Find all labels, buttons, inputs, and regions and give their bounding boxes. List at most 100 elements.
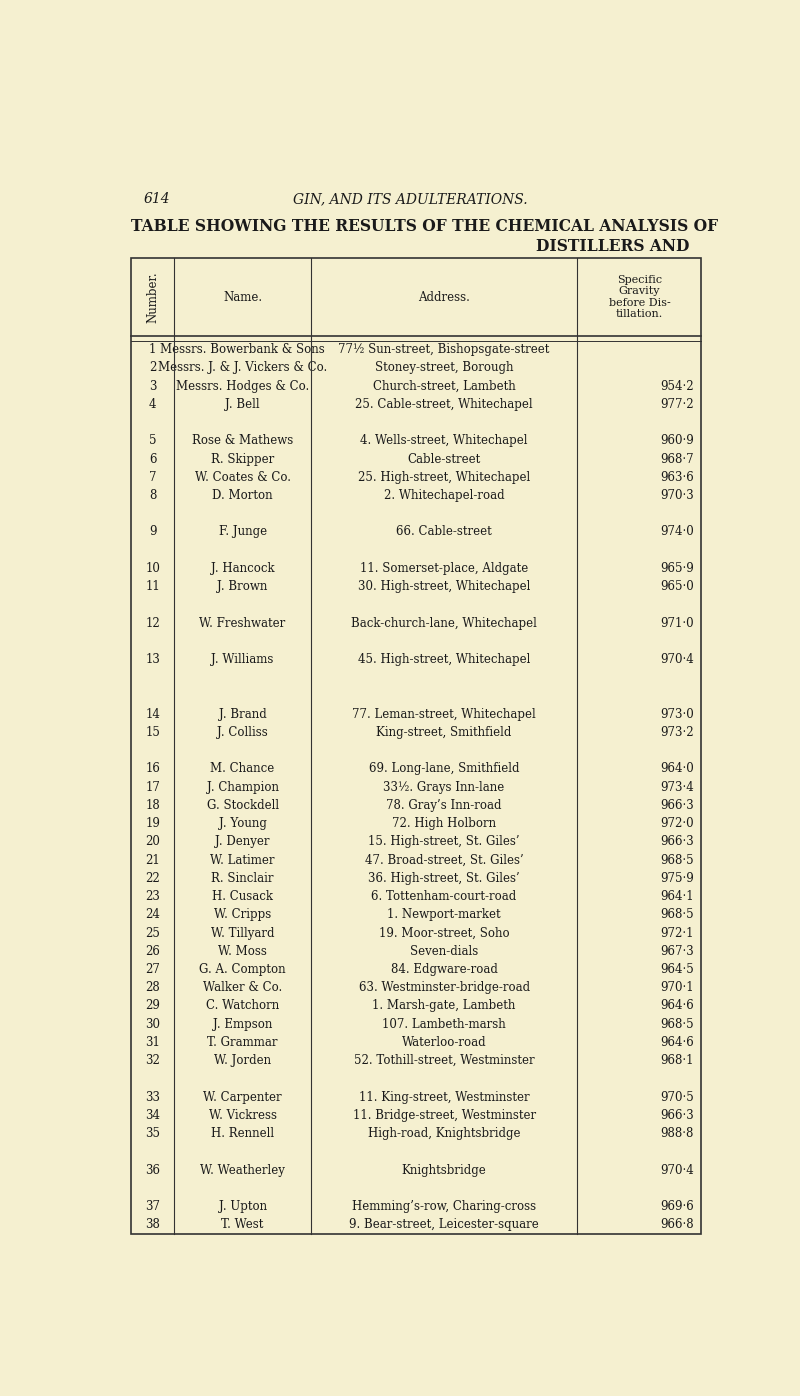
Text: 4. Wells-street, Whitechapel: 4. Wells-street, Whitechapel xyxy=(360,434,528,447)
Text: High-road, Knightsbridge: High-road, Knightsbridge xyxy=(368,1127,520,1141)
Text: J. Bell: J. Bell xyxy=(226,398,260,410)
Text: 15. High-street, St. Giles’: 15. High-street, St. Giles’ xyxy=(368,835,520,849)
Text: 614: 614 xyxy=(143,193,170,207)
Text: 20: 20 xyxy=(146,835,160,849)
Text: 973·2: 973·2 xyxy=(660,726,694,738)
Text: 11. King-street, Westminster: 11. King-street, Westminster xyxy=(358,1090,530,1104)
Text: 38: 38 xyxy=(146,1219,160,1231)
Text: 972·0: 972·0 xyxy=(660,817,694,831)
Text: J. Champion: J. Champion xyxy=(206,780,278,794)
Text: 969·6: 969·6 xyxy=(660,1201,694,1213)
Text: 14: 14 xyxy=(146,708,160,720)
Text: 11: 11 xyxy=(146,581,160,593)
Text: 6. Tottenham-court-road: 6. Tottenham-court-road xyxy=(371,891,517,903)
Text: 960·9: 960·9 xyxy=(660,434,694,447)
Text: 3: 3 xyxy=(149,380,157,392)
Text: 52. Tothill-street, Westminster: 52. Tothill-street, Westminster xyxy=(354,1054,534,1067)
Text: 973·0: 973·0 xyxy=(660,708,694,720)
Text: H. Cusack: H. Cusack xyxy=(212,891,273,903)
Text: 72. High Holborn: 72. High Holborn xyxy=(392,817,496,831)
Text: 15: 15 xyxy=(146,726,160,738)
Text: 975·9: 975·9 xyxy=(660,872,694,885)
Text: Number.: Number. xyxy=(146,271,159,322)
Text: 968·5: 968·5 xyxy=(660,853,694,867)
Text: 34: 34 xyxy=(146,1108,160,1122)
Text: D. Morton: D. Morton xyxy=(212,489,273,503)
Text: T. Grammar: T. Grammar xyxy=(207,1036,278,1048)
Text: 107. Lambeth-marsh: 107. Lambeth-marsh xyxy=(382,1018,506,1030)
Text: W. Jorden: W. Jorden xyxy=(214,1054,271,1067)
Text: 36: 36 xyxy=(146,1163,160,1177)
Text: 1. Newport-market: 1. Newport-market xyxy=(387,909,501,921)
Text: W. Freshwater: W. Freshwater xyxy=(199,617,286,630)
Text: 26: 26 xyxy=(146,945,160,958)
Text: 29: 29 xyxy=(146,1000,160,1012)
Text: King-street, Smithfield: King-street, Smithfield xyxy=(377,726,512,738)
Text: 966·3: 966·3 xyxy=(660,835,694,849)
Text: 9. Bear-street, Leicester-square: 9. Bear-street, Leicester-square xyxy=(350,1219,539,1231)
Text: G. Stockdell: G. Stockdell xyxy=(206,799,278,812)
Text: 63. Westminster-bridge-road: 63. Westminster-bridge-road xyxy=(358,981,530,994)
Text: 19: 19 xyxy=(146,817,160,831)
Text: 968·1: 968·1 xyxy=(661,1054,694,1067)
Text: J. Williams: J. Williams xyxy=(211,653,274,666)
Text: F. Junge: F. Junge xyxy=(218,525,266,539)
Text: 965·0: 965·0 xyxy=(660,581,694,593)
Text: 11. Bridge-street, Westminster: 11. Bridge-street, Westminster xyxy=(353,1108,536,1122)
Text: 22: 22 xyxy=(146,872,160,885)
Text: 17: 17 xyxy=(146,780,160,794)
Text: Seven-dials: Seven-dials xyxy=(410,945,478,958)
Text: Knightsbridge: Knightsbridge xyxy=(402,1163,486,1177)
Text: 973·4: 973·4 xyxy=(660,780,694,794)
Text: Hemming’s-row, Charing-cross: Hemming’s-row, Charing-cross xyxy=(352,1201,536,1213)
Text: Church-street, Lambeth: Church-street, Lambeth xyxy=(373,380,515,392)
Text: Messrs. Bowerbank & Sons: Messrs. Bowerbank & Sons xyxy=(160,343,325,356)
Text: Specific
Gravity
before Dis-
tillation.: Specific Gravity before Dis- tillation. xyxy=(609,275,670,320)
Text: G. A. Compton: G. A. Compton xyxy=(199,963,286,976)
Text: 28: 28 xyxy=(146,981,160,994)
Text: W. Vickress: W. Vickress xyxy=(209,1108,277,1122)
Text: 25. High-street, Whitechapel: 25. High-street, Whitechapel xyxy=(358,470,530,484)
Text: C. Watchorn: C. Watchorn xyxy=(206,1000,279,1012)
Text: 977·2: 977·2 xyxy=(660,398,694,410)
Text: 47. Broad-street, St. Giles’: 47. Broad-street, St. Giles’ xyxy=(365,853,523,867)
Text: 966·8: 966·8 xyxy=(660,1219,694,1231)
Text: 964·0: 964·0 xyxy=(660,762,694,776)
Text: J. Brown: J. Brown xyxy=(218,581,268,593)
Text: W. Tillyard: W. Tillyard xyxy=(211,927,274,940)
Text: 971·0: 971·0 xyxy=(660,617,694,630)
Text: 77. Leman-street, Whitechapel: 77. Leman-street, Whitechapel xyxy=(352,708,536,720)
Text: 27: 27 xyxy=(146,963,160,976)
Text: 968·5: 968·5 xyxy=(660,909,694,921)
Text: Stoney-street, Borough: Stoney-street, Borough xyxy=(375,362,514,374)
Text: 36. High-street, St. Giles’: 36. High-street, St. Giles’ xyxy=(368,872,520,885)
Text: 970·4: 970·4 xyxy=(660,653,694,666)
Text: 30: 30 xyxy=(146,1018,160,1030)
Text: 25. Cable-street, Whitechapel: 25. Cable-street, Whitechapel xyxy=(355,398,533,410)
Text: 1: 1 xyxy=(149,343,156,356)
Text: 10: 10 xyxy=(146,563,160,575)
Text: 69. Long-lane, Smithfield: 69. Long-lane, Smithfield xyxy=(369,762,519,776)
Text: 23: 23 xyxy=(146,891,160,903)
Text: J. Upton: J. Upton xyxy=(218,1201,266,1213)
Text: 966·3: 966·3 xyxy=(660,1108,694,1122)
Text: 16: 16 xyxy=(146,762,160,776)
Text: 5: 5 xyxy=(149,434,157,447)
Text: 970·3: 970·3 xyxy=(660,489,694,503)
Text: 45. High-street, Whitechapel: 45. High-street, Whitechapel xyxy=(358,653,530,666)
Text: 964·6: 964·6 xyxy=(660,1036,694,1048)
Text: 66. Cable-street: 66. Cable-street xyxy=(396,525,492,539)
Text: 964·5: 964·5 xyxy=(660,963,694,976)
Text: T. West: T. West xyxy=(222,1219,264,1231)
Text: J. Brand: J. Brand xyxy=(218,708,266,720)
Text: 963·6: 963·6 xyxy=(660,470,694,484)
Text: J. Young: J. Young xyxy=(218,817,266,831)
Text: 19. Moor-street, Soho: 19. Moor-street, Soho xyxy=(378,927,510,940)
Text: 954·2: 954·2 xyxy=(660,380,694,392)
Text: 84. Edgware-road: 84. Edgware-road xyxy=(390,963,498,976)
Text: TABLE SHOWING THE RESULTS OF THE CHEMICAL ANALYSIS OF: TABLE SHOWING THE RESULTS OF THE CHEMICA… xyxy=(131,218,718,235)
Text: J. Colliss: J. Colliss xyxy=(218,726,268,738)
Text: 24: 24 xyxy=(146,909,160,921)
Text: 37: 37 xyxy=(146,1201,160,1213)
Text: 965·9: 965·9 xyxy=(660,563,694,575)
